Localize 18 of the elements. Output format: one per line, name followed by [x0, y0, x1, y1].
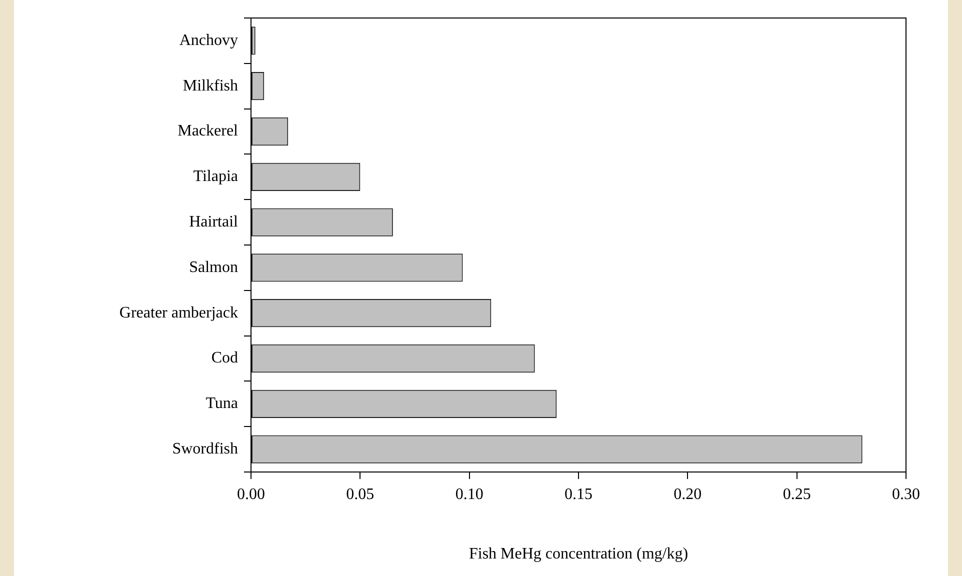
y-tick-label: Anchovy — [179, 32, 238, 49]
x-tick-label: 0.15 — [564, 486, 592, 503]
x-tick-label: 0.00 — [237, 486, 265, 503]
y-tick-label: Greater amberjack — [119, 304, 238, 322]
x-axis-title: Fish MeHg concentration (mg/kg) — [468, 546, 688, 563]
x-tick-label: 0.25 — [782, 486, 811, 503]
x-tick-label: 0.10 — [455, 486, 484, 503]
y-tick-label: Salmon — [189, 258, 238, 276]
y-tick-label: Hairtail — [189, 214, 239, 231]
y-tick-label: Tilapia — [193, 168, 238, 186]
y-tick-label: Tuna — [206, 395, 238, 412]
x-tick-label: 0.20 — [674, 486, 702, 503]
x-tick-label: 0.30 — [892, 486, 920, 503]
y-tick-label: Milkfish — [182, 77, 238, 94]
x-tick-label: 0.05 — [346, 486, 374, 503]
y-tick-label: Mackerel — [178, 122, 239, 140]
y-tick-label: Swordfish — [172, 440, 238, 458]
y-tick-label: Cod — [211, 350, 238, 367]
